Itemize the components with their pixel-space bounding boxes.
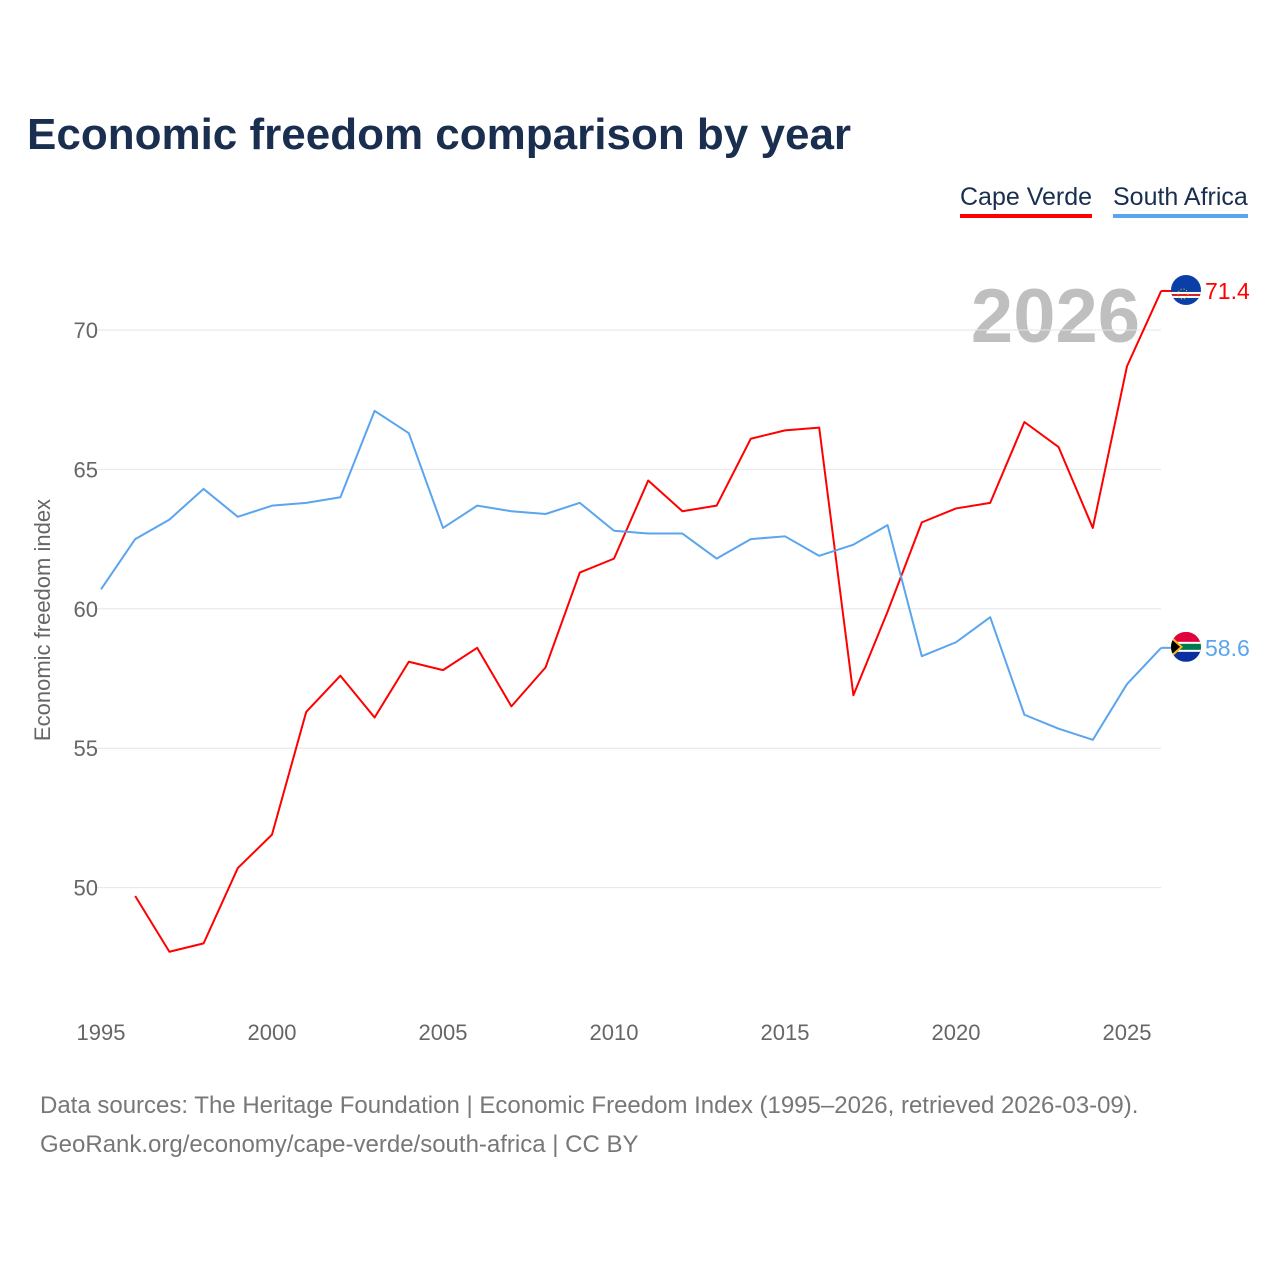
y-tick-label: 55 [74, 736, 98, 761]
footer: Data sources: The Heritage Foundation | … [40, 1086, 1138, 1164]
flag-blue [1171, 274, 1201, 305]
series-line-cape-verde [134, 290, 1163, 953]
footer-sources: Data sources: The Heritage Foundation | … [40, 1092, 1139, 1119]
flag-black [1171, 638, 1180, 655]
x-tick-label: 2010 [590, 1020, 639, 1045]
south-africa-flag-icon [1171, 631, 1201, 662]
year-watermark: 2026 [971, 274, 1140, 359]
flag-red [1171, 293, 1201, 296]
footer-attribution[interactable]: GeoRank.org/economy/cape-verde/south-afr… [40, 1131, 639, 1158]
y-tick-label: 50 [74, 876, 98, 901]
end-value-label: 71.4 [1205, 278, 1250, 304]
y-tick-label: 70 [74, 318, 98, 343]
x-tick-label: 1995 [77, 1020, 126, 1045]
end-value-label: 58.6 [1205, 635, 1250, 661]
y-tick-label: 60 [74, 597, 98, 622]
flag-green [1171, 643, 1201, 650]
x-tick-label: 2015 [761, 1020, 810, 1045]
x-tick-label: 2025 [1103, 1020, 1152, 1045]
y-axis-label: Economic freedom index [30, 499, 55, 741]
x-tick-label: 2000 [248, 1020, 297, 1045]
flag-stars [1177, 288, 1189, 300]
y-tick-label: 65 [74, 457, 98, 482]
legend-south-africa[interactable]: South Africa [1113, 183, 1248, 218]
cape-verde-flag-icon [1171, 274, 1201, 305]
legend-cape-verde[interactable]: Cape Verde [960, 183, 1093, 218]
series-line-south-africa [100, 409, 1162, 741]
x-tick-label: 2020 [932, 1020, 981, 1045]
flag-body [1171, 631, 1201, 662]
chart-title: Economic freedom comparison by year [27, 110, 852, 159]
flag-body [1171, 274, 1201, 305]
x-tick-label: 2005 [419, 1020, 468, 1045]
